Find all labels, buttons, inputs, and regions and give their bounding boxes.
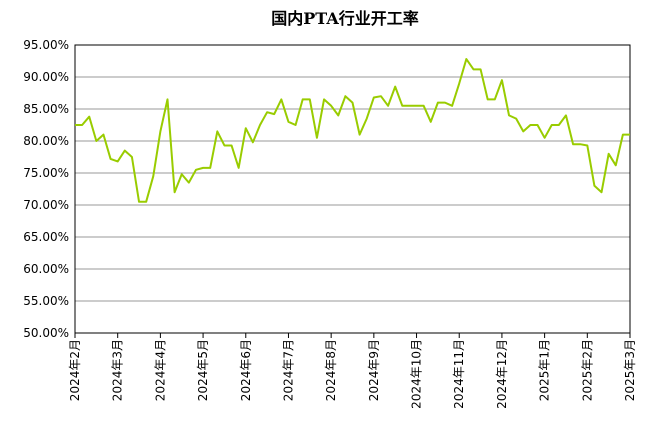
y-tick-label: 50.00%: [23, 326, 69, 340]
y-tick-label: 85.00%: [23, 102, 69, 116]
x-tick-label: 2024年4月: [153, 339, 167, 401]
x-tick-label: 2024年9月: [367, 339, 381, 401]
y-tick-label: 75.00%: [23, 166, 69, 180]
plot-frame: [74, 44, 631, 334]
y-tick-label: 60.00%: [23, 262, 69, 276]
x-tick-label: 2024年10月: [410, 339, 424, 409]
x-tick-label: 2024年12月: [495, 339, 509, 409]
x-tick-label: 2024年2月: [68, 339, 82, 401]
y-tick-label: 55.00%: [23, 294, 69, 308]
y-tick-label: 70.00%: [23, 198, 69, 212]
x-tick-label: 2024年7月: [281, 339, 295, 401]
x-tick-label: 2024年6月: [239, 339, 253, 401]
y-tick-label: 80.00%: [23, 134, 69, 148]
x-tick-label: 2024年8月: [324, 339, 338, 401]
y-tick-label: 65.00%: [23, 230, 69, 244]
chart-title: 国内PTA行业开工率: [271, 9, 418, 28]
x-tick-label: 2025年2月: [580, 339, 594, 401]
y-tick-label: 90.00%: [23, 70, 69, 84]
y-tick-label: 95.00%: [23, 38, 69, 52]
data-line: [75, 58, 630, 203]
x-tick-label: 2025年1月: [538, 339, 552, 401]
x-tick-label: 2025年3月: [623, 339, 637, 401]
x-tick-label: 2024年5月: [196, 339, 210, 401]
x-tick-label: 2024年3月: [111, 339, 125, 401]
x-tick-label: 2024年11月: [452, 339, 466, 409]
